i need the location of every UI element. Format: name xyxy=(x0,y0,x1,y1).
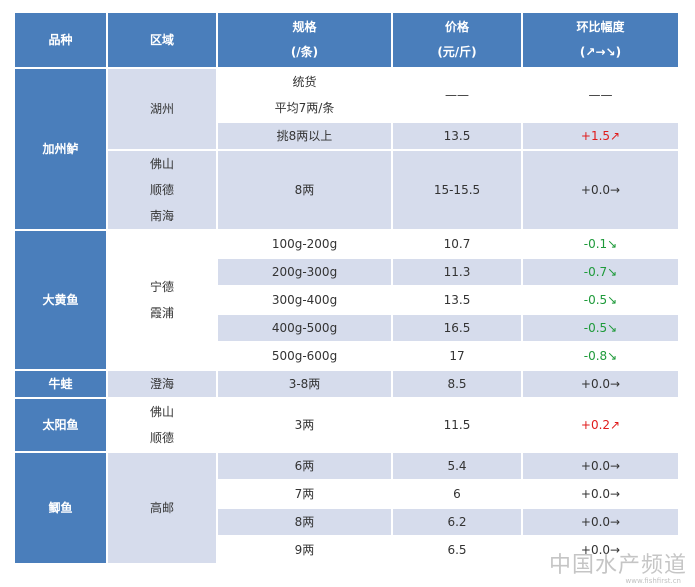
header-change-line2: (↗→↘) xyxy=(579,45,622,59)
spec-cell: 统货平均7两/条 xyxy=(218,69,393,123)
price-cell: 11.5 xyxy=(393,399,523,453)
header-spec-line2: (/条) xyxy=(290,45,319,59)
region-line: 顺德 xyxy=(149,183,174,197)
price-cell: 15-15.5 xyxy=(393,151,523,231)
change-cell: +0.0→ xyxy=(523,453,680,481)
region-cell: 湖州 xyxy=(108,69,218,151)
table-row: 8两 6.2 +0.0→ xyxy=(15,509,680,537)
header-price-line2: (元/斤) xyxy=(437,45,477,59)
header-price-line1: 价格 xyxy=(444,20,469,34)
spec-cell: 3两 xyxy=(218,399,393,453)
region-cell: 宁德 霞浦 xyxy=(108,231,218,371)
spec-cell: 6两 xyxy=(218,453,393,481)
header-spec: 规格 (/条) xyxy=(218,13,393,69)
kind-cell: 大黄鱼 xyxy=(15,231,108,371)
table-row: 大黄鱼 宁德 霞浦 100g-200g 10.7 -0.1↘ xyxy=(15,231,680,371)
kind-cell: 太阳鱼 xyxy=(15,399,108,453)
spec-cell: 7两 xyxy=(218,481,393,509)
header-kind: 品种 xyxy=(15,13,108,69)
region-cell: 澄海 xyxy=(108,371,218,399)
table-row: 挑8两以上 13.5 +1.5↗ xyxy=(15,123,680,151)
region-line: 佛山 xyxy=(149,405,174,419)
price-cell: 6.5 xyxy=(393,537,523,565)
change-cell: —— xyxy=(523,69,680,123)
kind-cell: 牛蛙 xyxy=(15,371,108,399)
region-line: 南海 xyxy=(149,209,174,223)
table-row: 佛山 顺德 南海 8两 15-15.5 +0.0→ xyxy=(15,151,680,231)
table-row: 太阳鱼 佛山 顺德 3两 11.5 +0.2↗ xyxy=(15,399,680,453)
header-price: 价格 (元/斤) xyxy=(393,13,523,69)
watermark-url: www.fishfirst.cn xyxy=(625,577,681,585)
header-region: 区域 xyxy=(108,13,218,69)
price-cell: 17 xyxy=(393,343,523,371)
kind-cell: 加州鲈 xyxy=(15,69,108,231)
price-cell: 11.3 xyxy=(393,259,523,287)
table-row: 9两 6.5 +0.0→ xyxy=(15,537,680,565)
spec-cell: 挑8两以上 xyxy=(218,123,393,151)
change-cell: +1.5↗ xyxy=(523,123,680,151)
change-cell: +0.0→ xyxy=(523,509,680,537)
table-row: 鲫鱼 高邮 6两 5.4 +0.0→ xyxy=(15,453,680,565)
spec-cell: 400g-500g xyxy=(218,315,393,343)
table-row: 300g-400g 13.5 -0.5↘ xyxy=(15,287,680,315)
price-cell: 13.5 xyxy=(393,123,523,151)
change-cell: -0.5↘ xyxy=(523,287,680,315)
region-line: 霞浦 xyxy=(149,306,174,320)
header-change: 环比幅度 (↗→↘) xyxy=(523,13,680,69)
change-cell: +0.0→ xyxy=(523,481,680,509)
region-cell: 高邮 xyxy=(108,453,218,565)
table-row: 加州鲈 湖州 统货平均7两/条 —— —— xyxy=(15,69,680,231)
kind-cell: 鲫鱼 xyxy=(15,453,108,565)
spec-cell: 300g-400g xyxy=(218,287,393,315)
spec-cell: 3-8两 xyxy=(218,371,393,399)
change-cell: -0.7↘ xyxy=(523,259,680,287)
price-cell: 16.5 xyxy=(393,315,523,343)
change-cell: -0.5↘ xyxy=(523,315,680,343)
price-cell: 13.5 xyxy=(393,287,523,315)
change-cell: -0.8↘ xyxy=(523,343,680,371)
change-cell: +0.2↗ xyxy=(523,399,680,453)
change-cell: +0.0→ xyxy=(523,537,680,565)
region-cell: 佛山 顺德 南海 xyxy=(108,151,218,231)
spec-cell: 9两 xyxy=(218,537,393,565)
header-row: 品种 区域 规格 (/条) 价格 (元/斤) 环比幅度 (↗→↘) xyxy=(15,13,680,69)
spec-line: 平均7两/条 xyxy=(274,101,335,115)
spec-line: 统货 xyxy=(292,75,317,89)
price-cell: 5.4 xyxy=(393,453,523,481)
spec-cell: 200g-300g xyxy=(218,259,393,287)
change-cell: -0.1↘ xyxy=(523,231,680,259)
price-cell: —— xyxy=(393,69,523,123)
price-cell: 6 xyxy=(393,481,523,509)
spec-cell: 100g-200g xyxy=(218,231,393,259)
region-line: 顺德 xyxy=(149,431,174,445)
table-row: 200g-300g 11.3 -0.7↘ xyxy=(15,259,680,287)
header-spec-line1: 规格 xyxy=(292,20,317,34)
table-row: 500g-600g 17 -0.8↘ xyxy=(15,343,680,371)
change-cell: +0.0→ xyxy=(523,371,680,399)
spec-cell: 8两 xyxy=(218,151,393,231)
spec-cell: 500g-600g xyxy=(218,343,393,371)
table-row: 牛蛙 澄海 3-8两 8.5 +0.0→ xyxy=(15,371,680,399)
price-cell: 8.5 xyxy=(393,371,523,399)
spec-cell: 8两 xyxy=(218,509,393,537)
price-table: 品种 区域 规格 (/条) 价格 (元/斤) 环比幅度 (↗→↘) 加州鲈 湖州 统货… xyxy=(15,13,680,565)
header-change-line1: 环比幅度 xyxy=(576,20,625,34)
region-line: 宁德 xyxy=(149,280,174,294)
change-cell: +0.0→ xyxy=(523,151,680,231)
table-row: 400g-500g 16.5 -0.5↘ xyxy=(15,315,680,343)
region-line: 佛山 xyxy=(149,157,174,171)
table-row: 7两 6 +0.0→ xyxy=(15,481,680,509)
price-cell: 6.2 xyxy=(393,509,523,537)
price-cell: 10.7 xyxy=(393,231,523,259)
region-cell: 佛山 顺德 xyxy=(108,399,218,453)
